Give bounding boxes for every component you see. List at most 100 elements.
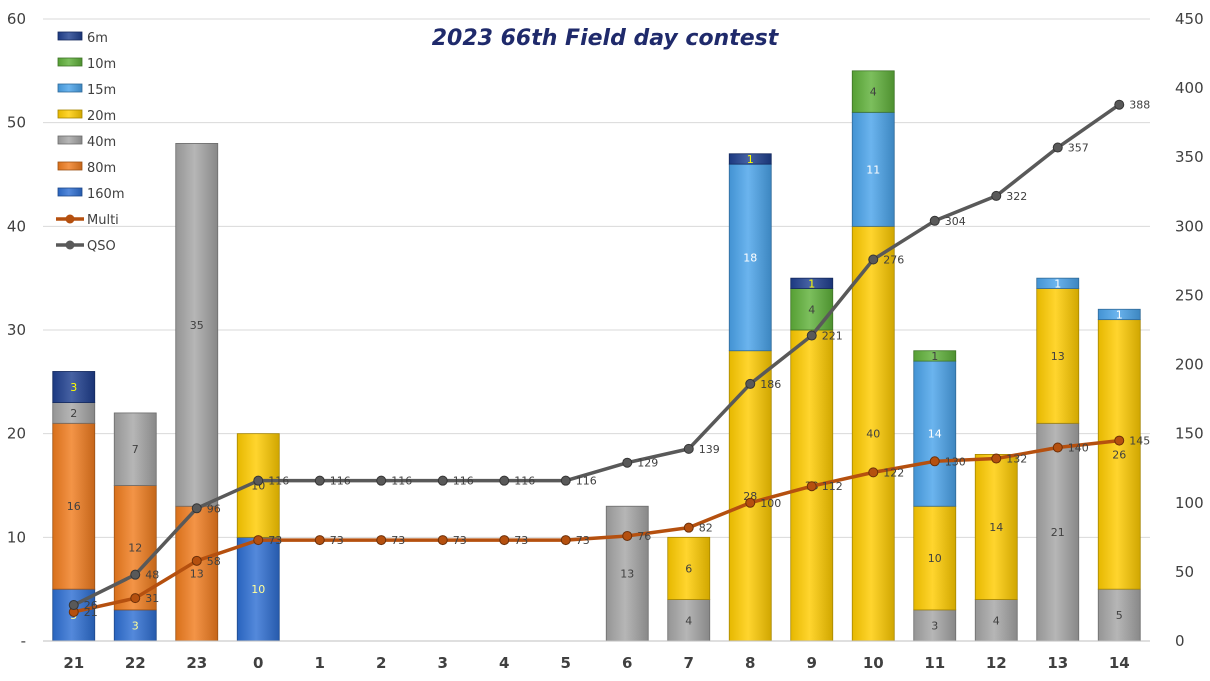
point-label-QSO: 186 <box>760 378 781 391</box>
point-Multi <box>991 453 1002 464</box>
legend-label-160m: 160m <box>87 187 124 202</box>
legend-swatch-20m <box>57 109 83 119</box>
point-QSO <box>1052 142 1063 153</box>
point-Multi <box>376 535 387 546</box>
bar-label-160m: 10 <box>251 583 265 596</box>
bar-10m-11 <box>913 350 957 362</box>
bar-20m-11 <box>913 505 957 611</box>
legend: 6m 10m 15m 20m 40m 80m 160m Multi QSO <box>56 31 124 254</box>
bar-label-15m: 18 <box>743 251 757 264</box>
point-Multi <box>683 522 694 533</box>
point-label-QSO: 116 <box>330 475 351 488</box>
x-tick-label: 7 <box>684 654 694 672</box>
point-label-QSO: 116 <box>514 475 535 488</box>
point-label-QSO: 26 <box>84 599 98 612</box>
y-tick-label: 50 <box>7 114 26 132</box>
point-label-QSO: 357 <box>1068 142 1089 155</box>
point-label-Multi: 21 <box>84 606 98 619</box>
point-label-Multi: 140 <box>1068 441 1089 454</box>
bar-label-10m: 4 <box>808 303 815 316</box>
y2-tick-label: 400 <box>1175 79 1204 97</box>
bar-label-40m: 7 <box>132 443 139 456</box>
bar-label-80m: 13 <box>190 568 204 581</box>
point-QSO <box>991 190 1002 201</box>
bar-label-20m: 14 <box>989 521 1003 534</box>
bar-label-20m: 26 <box>1112 448 1126 461</box>
y2-tick-label: 200 <box>1175 356 1204 374</box>
bar-10m-9 <box>790 288 834 331</box>
point-label-Multi: 31 <box>145 592 159 605</box>
legend-label-40m: 40m <box>87 135 116 150</box>
point-label-QSO: 304 <box>945 215 966 228</box>
y-tick-label: 30 <box>7 321 26 339</box>
point-Multi <box>253 535 264 546</box>
point-label-Multi: 100 <box>760 497 781 510</box>
point-QSO <box>806 330 817 341</box>
bar-label-40m: 13 <box>620 568 634 581</box>
y-tick-label: 10 <box>7 528 26 546</box>
y2-tick-label: 100 <box>1175 494 1204 512</box>
point-Multi <box>560 535 571 546</box>
bar-label-10m: 1 <box>931 350 938 363</box>
point-Multi <box>868 467 879 478</box>
bar-40m-11 <box>913 609 957 642</box>
point-Multi <box>314 535 325 546</box>
bar-label-6m: 1 <box>747 153 754 166</box>
bar-label-10m: 4 <box>870 86 877 99</box>
point-Multi <box>191 555 202 566</box>
legend-marker-QSO <box>65 240 75 250</box>
point-Multi <box>929 456 940 467</box>
y-tick-label: 40 <box>7 217 26 235</box>
y2-tick-label: 50 <box>1175 563 1194 581</box>
x-tick-label: 13 <box>1047 654 1068 672</box>
x-tick-label: 14 <box>1109 654 1130 672</box>
point-QSO <box>376 475 387 486</box>
point-label-Multi: 130 <box>945 455 966 468</box>
y2-tick-label: 250 <box>1175 286 1204 304</box>
bar-label-15m: 1 <box>1054 277 1061 290</box>
bar-label-6m: 1 <box>808 277 815 290</box>
bar-40m-7 <box>667 599 711 642</box>
bar-label-40m: 5 <box>1116 609 1123 622</box>
bar-160m-22 <box>113 609 157 642</box>
point-Multi <box>130 593 141 604</box>
bar-40m-13 <box>1036 422 1080 642</box>
x-tick-label: 10 <box>863 654 884 672</box>
x-tick-label: 2 <box>376 654 386 672</box>
legend-label-Multi: Multi <box>87 213 119 228</box>
point-Multi <box>1114 435 1125 446</box>
gridlines <box>43 18 1150 642</box>
point-QSO <box>1114 99 1125 110</box>
axes: -102030405060050100150200250300350400450… <box>7 10 1204 672</box>
legend-label-QSO: QSO <box>87 239 116 254</box>
point-label-QSO: 276 <box>883 254 904 267</box>
x-tick-label: 23 <box>186 654 207 672</box>
y-tick-label: 60 <box>7 10 26 28</box>
point-label-Multi: 82 <box>699 522 713 535</box>
bar-20m-10 <box>851 225 895 642</box>
bar-label-40m: 2 <box>70 407 77 420</box>
bar-label-15m: 14 <box>928 428 942 441</box>
bar-15m-13 <box>1036 277 1080 289</box>
x-tick-label: 5 <box>561 654 571 672</box>
bar-20m-13 <box>1036 288 1080 424</box>
bar-15m-10 <box>851 111 895 227</box>
point-label-QSO: 48 <box>145 569 159 582</box>
point-label-QSO: 322 <box>1006 190 1027 203</box>
legend-marker-Multi <box>65 214 75 224</box>
y2-tick-label: 300 <box>1175 217 1204 235</box>
point-label-Multi: 132 <box>1006 453 1027 466</box>
bar-20m-7 <box>667 536 711 600</box>
legend-label-15m: 15m <box>87 83 116 98</box>
bar-160m-0 <box>236 536 280 642</box>
point-label-QSO: 116 <box>268 475 289 488</box>
line-Multi <box>73 438 1120 614</box>
x-tick-label: 0 <box>253 654 263 672</box>
x-tick-label: 8 <box>745 654 755 672</box>
point-QSO <box>622 457 633 468</box>
point-label-QSO: 116 <box>453 475 474 488</box>
point-QSO <box>191 503 202 514</box>
legend-swatch-10m <box>57 57 83 67</box>
